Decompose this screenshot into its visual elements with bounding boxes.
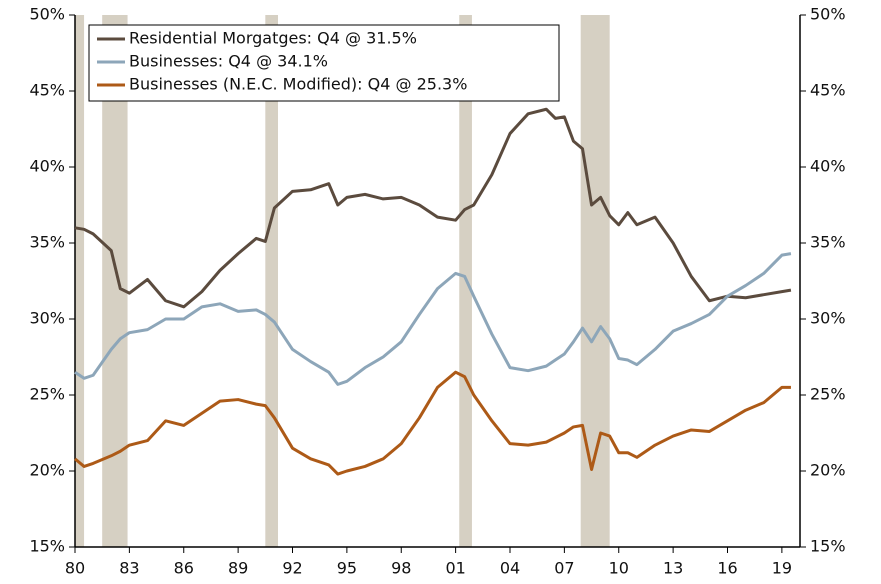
y-tick-label: 45% [29,81,65,100]
y2-tick-label: 45% [810,81,846,100]
x-tick-label: 86 [174,559,194,578]
series-line [74,252,792,386]
y2-tick-label: 15% [810,537,846,556]
y-tick-label: 15% [29,537,65,556]
y-tick-label: 40% [29,157,65,176]
y2-tick-label: 50% [810,5,846,24]
x-tick-label: 95 [337,559,357,578]
y-tick-label: 20% [29,461,65,480]
x-tick-label: 92 [282,559,302,578]
series-line [74,107,792,309]
y-tick-label: 25% [29,385,65,404]
x-tick-label: 01 [445,559,465,578]
y2-tick-label: 20% [810,461,846,480]
legend-label: Businesses: Q4 @ 34.1% [129,52,328,71]
y2-tick-label: 35% [810,233,846,252]
legend-label: Businesses (N.E.C. Modified): Q4 @ 25.3% [129,75,467,94]
legend-label: Residential Morgatges: Q4 @ 31.5% [129,29,417,48]
series-line [74,370,791,476]
recession-band [580,15,610,547]
x-tick-label: 04 [500,559,520,578]
recession-band [265,15,278,547]
y-tick-label: 30% [29,309,65,328]
x-tick-label: 98 [391,559,411,578]
y2-tick-label: 30% [810,309,846,328]
legend-box [88,24,560,102]
x-tick-label: 19 [772,559,792,578]
x-tick-label: 16 [717,559,737,578]
x-tick-label: 83 [119,559,139,578]
y-tick-label: 50% [29,5,65,24]
x-tick-label: 80 [65,559,85,578]
y2-tick-label: 25% [810,385,846,404]
y2-tick-label: 40% [810,157,846,176]
recession-band [75,15,85,547]
x-tick-label: 89 [228,559,248,578]
x-tick-label: 13 [663,559,683,578]
x-tick-label: 07 [554,559,574,578]
x-tick-label: 10 [609,559,629,578]
y-tick-label: 35% [29,233,65,252]
